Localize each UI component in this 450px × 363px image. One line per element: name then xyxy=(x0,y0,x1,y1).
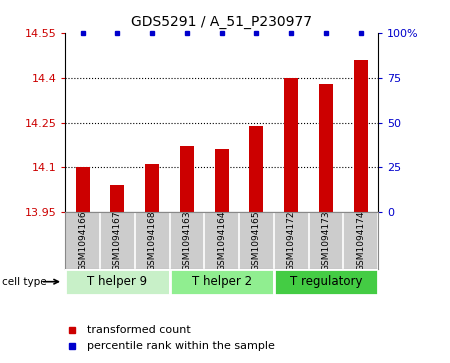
Text: percentile rank within the sample: percentile rank within the sample xyxy=(87,340,275,351)
Bar xyxy=(274,269,378,295)
Text: transformed count: transformed count xyxy=(87,325,191,335)
Text: T helper 9: T helper 9 xyxy=(87,275,148,288)
Text: GSM1094168: GSM1094168 xyxy=(148,210,157,271)
Text: GSM1094172: GSM1094172 xyxy=(287,210,296,271)
Text: GSM1094164: GSM1094164 xyxy=(217,210,226,271)
Bar xyxy=(180,146,194,212)
Bar xyxy=(284,78,298,212)
Bar xyxy=(215,150,229,212)
Bar xyxy=(145,164,159,212)
Bar xyxy=(110,185,124,212)
Text: T helper 2: T helper 2 xyxy=(192,275,252,288)
Title: GDS5291 / A_51_P230977: GDS5291 / A_51_P230977 xyxy=(131,15,312,29)
Text: GSM1094166: GSM1094166 xyxy=(78,210,87,271)
Bar xyxy=(319,83,333,212)
Bar xyxy=(249,126,263,212)
Text: GSM1094173: GSM1094173 xyxy=(321,210,330,271)
Bar xyxy=(354,60,368,212)
Bar xyxy=(76,167,90,212)
Bar xyxy=(170,269,274,295)
Text: GSM1094165: GSM1094165 xyxy=(252,210,261,271)
Text: cell type: cell type xyxy=(2,277,47,287)
Text: GSM1094174: GSM1094174 xyxy=(356,210,365,271)
Text: GSM1094163: GSM1094163 xyxy=(182,210,191,271)
Bar xyxy=(65,269,170,295)
Text: T regulatory: T regulatory xyxy=(290,275,362,288)
Text: GSM1094167: GSM1094167 xyxy=(113,210,122,271)
